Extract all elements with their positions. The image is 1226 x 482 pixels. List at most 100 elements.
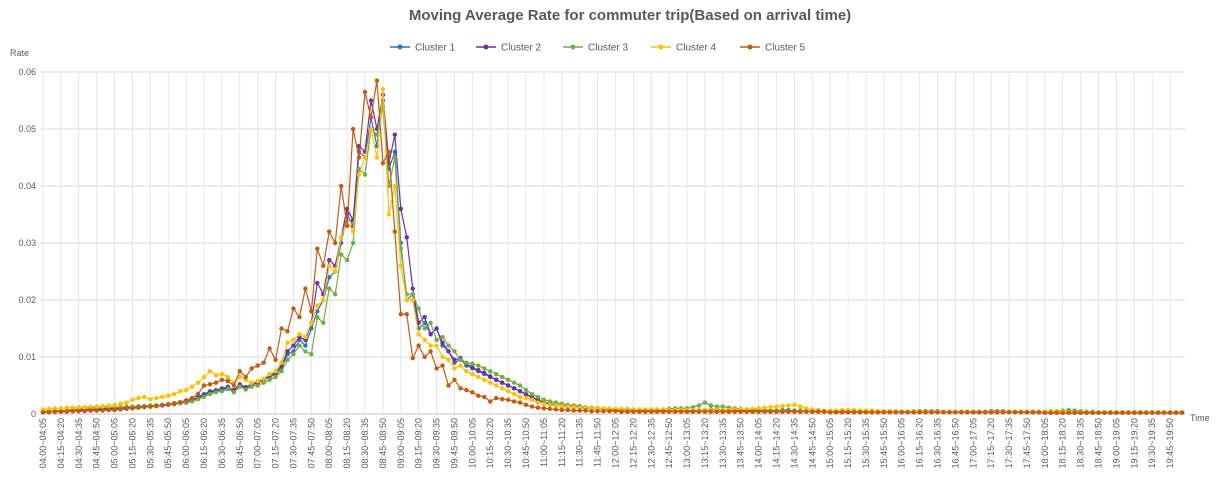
point bbox=[971, 410, 976, 415]
point bbox=[517, 394, 523, 400]
point bbox=[195, 391, 201, 397]
point bbox=[94, 408, 99, 413]
point bbox=[672, 409, 678, 414]
point bbox=[112, 407, 117, 413]
point bbox=[851, 410, 857, 415]
point bbox=[553, 407, 559, 412]
point bbox=[494, 371, 499, 377]
point bbox=[893, 410, 898, 415]
point bbox=[798, 409, 803, 414]
point bbox=[183, 398, 189, 403]
point bbox=[511, 399, 517, 404]
point bbox=[440, 363, 445, 368]
point bbox=[1060, 410, 1065, 416]
point bbox=[166, 393, 171, 398]
point bbox=[547, 406, 553, 412]
y-tick-label: 0.03 bbox=[18, 238, 36, 248]
point bbox=[482, 377, 487, 382]
point bbox=[219, 377, 225, 382]
point bbox=[517, 400, 523, 405]
point bbox=[332, 269, 338, 274]
point bbox=[434, 337, 439, 343]
point bbox=[517, 383, 523, 388]
point bbox=[297, 343, 302, 348]
point bbox=[804, 409, 809, 414]
point bbox=[744, 409, 749, 414]
point bbox=[118, 401, 123, 406]
point bbox=[267, 377, 272, 382]
point bbox=[225, 378, 231, 384]
x-tick-label: 15:30~15:35 bbox=[861, 418, 871, 468]
point bbox=[738, 409, 743, 414]
x-tick-label: 06:30~06:35 bbox=[217, 418, 227, 468]
point bbox=[160, 403, 165, 408]
x-tick-label: 12:15~12:20 bbox=[628, 418, 638, 468]
point bbox=[130, 397, 135, 402]
point bbox=[297, 332, 302, 337]
point bbox=[201, 394, 207, 400]
point bbox=[1096, 410, 1101, 416]
point bbox=[464, 369, 469, 374]
point bbox=[380, 86, 386, 92]
x-tick-label: 13:00~13:05 bbox=[682, 418, 692, 468]
point bbox=[529, 404, 535, 409]
point bbox=[267, 371, 272, 377]
point bbox=[446, 343, 451, 348]
point bbox=[702, 400, 708, 405]
x-tick-label: 06:45~06:50 bbox=[235, 418, 245, 468]
y-tick-label: 0.01 bbox=[18, 352, 36, 362]
point bbox=[523, 392, 529, 397]
point bbox=[124, 406, 129, 412]
x-tick-label: 18:00~18:05 bbox=[1040, 418, 1050, 468]
point bbox=[285, 340, 290, 345]
point bbox=[255, 383, 260, 388]
point bbox=[887, 410, 893, 415]
point bbox=[780, 409, 785, 414]
x-tick-label: 05:00~05:05 bbox=[110, 418, 120, 468]
point bbox=[356, 155, 362, 160]
point bbox=[458, 357, 463, 363]
x-tick-label: 10:15~10:20 bbox=[485, 418, 495, 468]
point bbox=[482, 370, 487, 376]
point bbox=[291, 337, 296, 343]
point bbox=[380, 161, 386, 166]
point bbox=[195, 380, 201, 385]
x-tick-label: 15:00~15:05 bbox=[825, 418, 835, 468]
point bbox=[70, 405, 75, 410]
point bbox=[327, 263, 332, 268]
series-line bbox=[42, 94, 1183, 413]
point bbox=[798, 404, 803, 409]
point bbox=[303, 334, 308, 340]
point bbox=[1072, 410, 1077, 416]
x-tick-label: 06:15~06:20 bbox=[199, 418, 209, 468]
chart-title: Moving Average Rate for commuter trip(Ba… bbox=[409, 7, 851, 24]
point bbox=[362, 172, 368, 177]
point bbox=[660, 409, 666, 414]
point bbox=[303, 286, 308, 291]
point bbox=[1078, 410, 1083, 416]
point bbox=[535, 400, 541, 405]
point bbox=[750, 409, 755, 414]
point bbox=[309, 309, 314, 314]
x-tick-label: 10:45~10:50 bbox=[521, 418, 531, 468]
point bbox=[249, 380, 254, 385]
point bbox=[52, 409, 58, 414]
point bbox=[338, 235, 344, 240]
point bbox=[494, 395, 499, 401]
point bbox=[261, 376, 266, 381]
point bbox=[464, 387, 469, 393]
x-axis-label: Time bbox=[1190, 413, 1210, 423]
point bbox=[1120, 410, 1125, 416]
point bbox=[356, 172, 362, 177]
series-line bbox=[42, 80, 1183, 414]
x-tick-label: 16:00~16:05 bbox=[897, 418, 907, 468]
point bbox=[786, 409, 791, 414]
point bbox=[1048, 410, 1054, 416]
point bbox=[428, 332, 433, 337]
point bbox=[410, 286, 415, 291]
x-tick-label: 09:30~09:35 bbox=[432, 418, 442, 468]
point bbox=[708, 403, 714, 408]
point bbox=[977, 410, 982, 415]
point bbox=[768, 404, 773, 410]
point bbox=[392, 132, 398, 137]
